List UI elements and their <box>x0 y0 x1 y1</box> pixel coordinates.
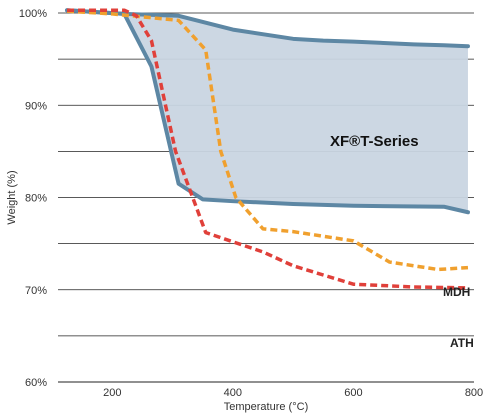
band-area-group <box>65 8 470 215</box>
series-label-ath: ATH <box>450 336 474 350</box>
x-tick-label-400: 400 <box>224 387 242 399</box>
y-tick-label-80: 80% <box>25 193 47 205</box>
band-label: XF®T-Series <box>330 133 419 150</box>
x-tick-label-600: 600 <box>344 387 362 399</box>
y-axis-label: Weight (%) <box>6 170 18 224</box>
y-tick-label-90: 90% <box>25 100 47 112</box>
band-area <box>67 10 468 213</box>
series-group <box>66 8 469 290</box>
y-tick-label-60: 60% <box>25 377 47 389</box>
series-label-mdh: MDH <box>443 285 470 299</box>
series-line-mdh <box>66 9 469 272</box>
band-upper-line <box>65 8 470 49</box>
x-tick-labels: 200 400 600 800 <box>103 387 483 399</box>
series-line-ath <box>67 8 469 290</box>
x-tick-label-200: 200 <box>103 387 121 399</box>
x-tick-label-800: 800 <box>465 387 483 399</box>
y-tick-label-70: 70% <box>25 285 47 297</box>
y-tick-labels: 100% 90% 80% 70% 60% <box>19 8 47 389</box>
x-axis-label: Temperature (°C) <box>224 401 308 413</box>
band-lower-line <box>65 8 470 215</box>
y-tick-label-100: 100% <box>19 8 47 20</box>
